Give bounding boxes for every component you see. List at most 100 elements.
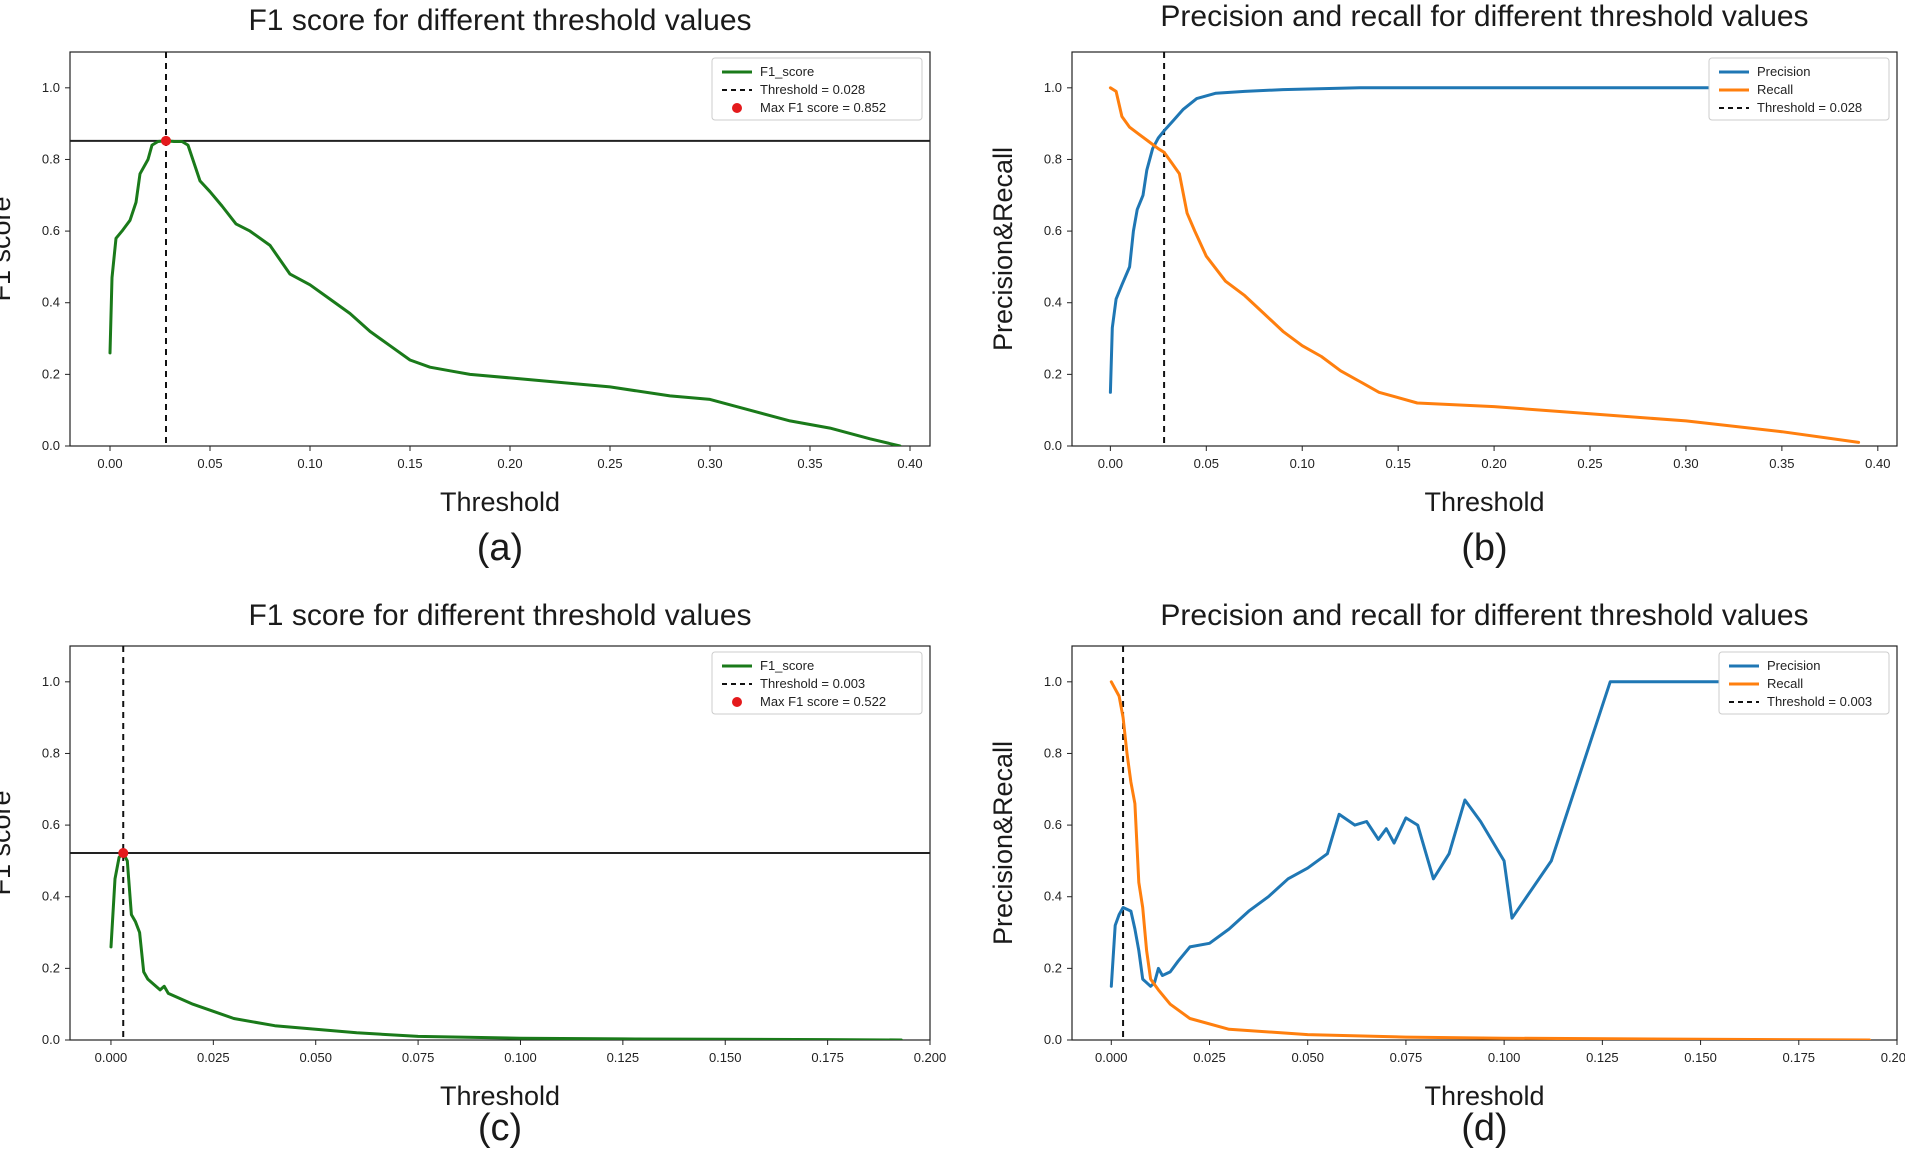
legend-entry: Threshold = 0.003 [760, 676, 865, 691]
y-tick-label: 1.0 [1044, 80, 1062, 95]
chart-panel-d: Precision and recall for different thres… [988, 599, 1905, 1149]
legend-entry: F1_score [760, 658, 814, 673]
y-axis-label: Precision&Recall [988, 741, 1018, 945]
legend: F1_score Threshold = 0.028 Max F1 score = … [711, 57, 923, 121]
plot-frame [69, 645, 931, 1041]
x-axis-label: Threshold [1424, 487, 1544, 517]
y-tick-label: 0.8 [42, 745, 60, 760]
y-tick-label: 0.6 [42, 817, 60, 832]
series-line-recall [1109, 680, 1871, 1040]
plot-frame [1071, 645, 1898, 1041]
x-tick-label: 0.30 [697, 456, 722, 471]
x-tick-label: 0.175 [811, 1050, 844, 1065]
legend-swatch-dot [732, 103, 742, 113]
y-tick-label: 0.4 [1044, 295, 1062, 310]
legend-box [1708, 57, 1890, 121]
legend-entry: Max F1 score = 0.852 [760, 100, 886, 115]
x-tick-label: 0.050 [299, 1050, 332, 1065]
y-axis-label: F1 score [0, 790, 16, 895]
plot-area [70, 646, 930, 1040]
y-tick-label: 0.4 [1044, 889, 1062, 904]
y-tick-label: 0.0 [1044, 438, 1062, 453]
x-tick-label: 0.40 [897, 456, 922, 471]
x-tick-label: 0.125 [607, 1050, 640, 1065]
chart-title: F1 score for different threshold values [248, 4, 751, 37]
x-tick-label: 0.000 [1095, 1050, 1128, 1065]
x-tick-label: 0.025 [1193, 1050, 1226, 1065]
y-tick-label: 0.8 [42, 151, 60, 166]
x-tick-label: 0.125 [1586, 1050, 1619, 1065]
legend: Precision Recall Threshold = 0.003 [1718, 651, 1890, 715]
y-tick-label: 0.2 [1044, 366, 1062, 381]
x-tick-label: 0.20 [1481, 456, 1506, 471]
y-tick-label: 0.4 [42, 295, 60, 310]
chart-panel-c: F1 score for different threshold values 0… [0, 599, 946, 1149]
series-line-recall [1108, 86, 1861, 444]
x-tick-label: 0.050 [1291, 1050, 1324, 1065]
x-tick-label: 0.025 [197, 1050, 230, 1065]
y-tick-label: 1.0 [42, 674, 60, 689]
chart-title: F1 score for different threshold values [248, 599, 751, 632]
legend-entry: Recall [1767, 676, 1803, 691]
legend-entry: Max F1 score = 0.522 [760, 694, 886, 709]
legend: F1_score Threshold = 0.003 Max F1 score = … [711, 651, 923, 715]
series-line-f1-score [108, 139, 902, 446]
x-tick-label: 0.200 [1881, 1050, 1905, 1065]
x-tick-label: 0.00 [1098, 456, 1123, 471]
x-tick-label: 0.00 [97, 456, 122, 471]
y-tick-label: 0.0 [42, 438, 60, 453]
max-f1-point [161, 135, 171, 146]
legend-swatch-dot [732, 697, 742, 707]
y-axis-label: Precision&Recall [988, 147, 1018, 351]
y-tick-label: 0.0 [1044, 1032, 1062, 1047]
legend-entry: Threshold = 0.003 [1767, 694, 1872, 709]
x-tick-label: 0.200 [914, 1050, 947, 1065]
x-tick-label: 0.25 [1577, 456, 1602, 471]
y-axis-label: F1 score [0, 196, 16, 301]
legend: Precision Recall Threshold = 0.028 [1708, 57, 1890, 121]
legend-box [711, 651, 923, 715]
y-tick-label: 0.0 [42, 1032, 60, 1047]
y-tick-label: 0.6 [42, 223, 60, 238]
y-tick-label: 0.8 [1044, 151, 1062, 166]
series-line-precision [1108, 86, 1861, 394]
panel-caption: (d) [1461, 1107, 1507, 1149]
chart-panel-b: Precision and recall for different thres… [988, 0, 1898, 569]
x-axis-label: Threshold [1424, 1081, 1544, 1111]
x-tick-label: 0.30 [1673, 456, 1698, 471]
x-tick-label: 0.05 [197, 456, 222, 471]
x-tick-label: 0.150 [709, 1050, 742, 1065]
plot-area [1108, 52, 1861, 446]
y-tick-label: 0.4 [42, 889, 60, 904]
legend-entry: F1_score [760, 64, 814, 79]
x-tick-label: 0.150 [1684, 1050, 1717, 1065]
panel-caption: (c) [478, 1107, 522, 1149]
chart-title: Precision and recall for different thres… [1160, 599, 1808, 632]
series-line-f1-score [109, 851, 903, 1040]
x-axis-label: Threshold [440, 1081, 560, 1111]
series-line-precision [1109, 680, 1871, 988]
x-tick-label: 0.20 [497, 456, 522, 471]
y-tick-label: 1.0 [1044, 674, 1062, 689]
x-tick-label: 0.075 [1390, 1050, 1423, 1065]
plot-frame [1071, 51, 1898, 447]
legend-entry: Precision [1767, 658, 1820, 673]
x-tick-label: 0.35 [797, 456, 822, 471]
legend-box [1718, 651, 1890, 715]
x-tick-label: 0.10 [1290, 456, 1315, 471]
y-tick-label: 0.2 [1044, 960, 1062, 975]
x-tick-label: 0.15 [1386, 456, 1411, 471]
plot-area [1109, 646, 1871, 1040]
x-tick-label: 0.05 [1194, 456, 1219, 471]
x-tick-label: 0.075 [402, 1050, 435, 1065]
max-f1-point [118, 848, 129, 859]
panel-caption: (a) [477, 527, 523, 569]
x-tick-label: 0.000 [95, 1050, 128, 1065]
chart-title: Precision and recall for different thres… [1160, 0, 1808, 33]
legend-entry: Recall [1757, 82, 1793, 97]
y-tick-label: 0.6 [1044, 817, 1062, 832]
x-tick-label: 0.100 [504, 1050, 537, 1065]
y-tick-label: 0.6 [1044, 223, 1062, 238]
plot-area [70, 52, 930, 446]
